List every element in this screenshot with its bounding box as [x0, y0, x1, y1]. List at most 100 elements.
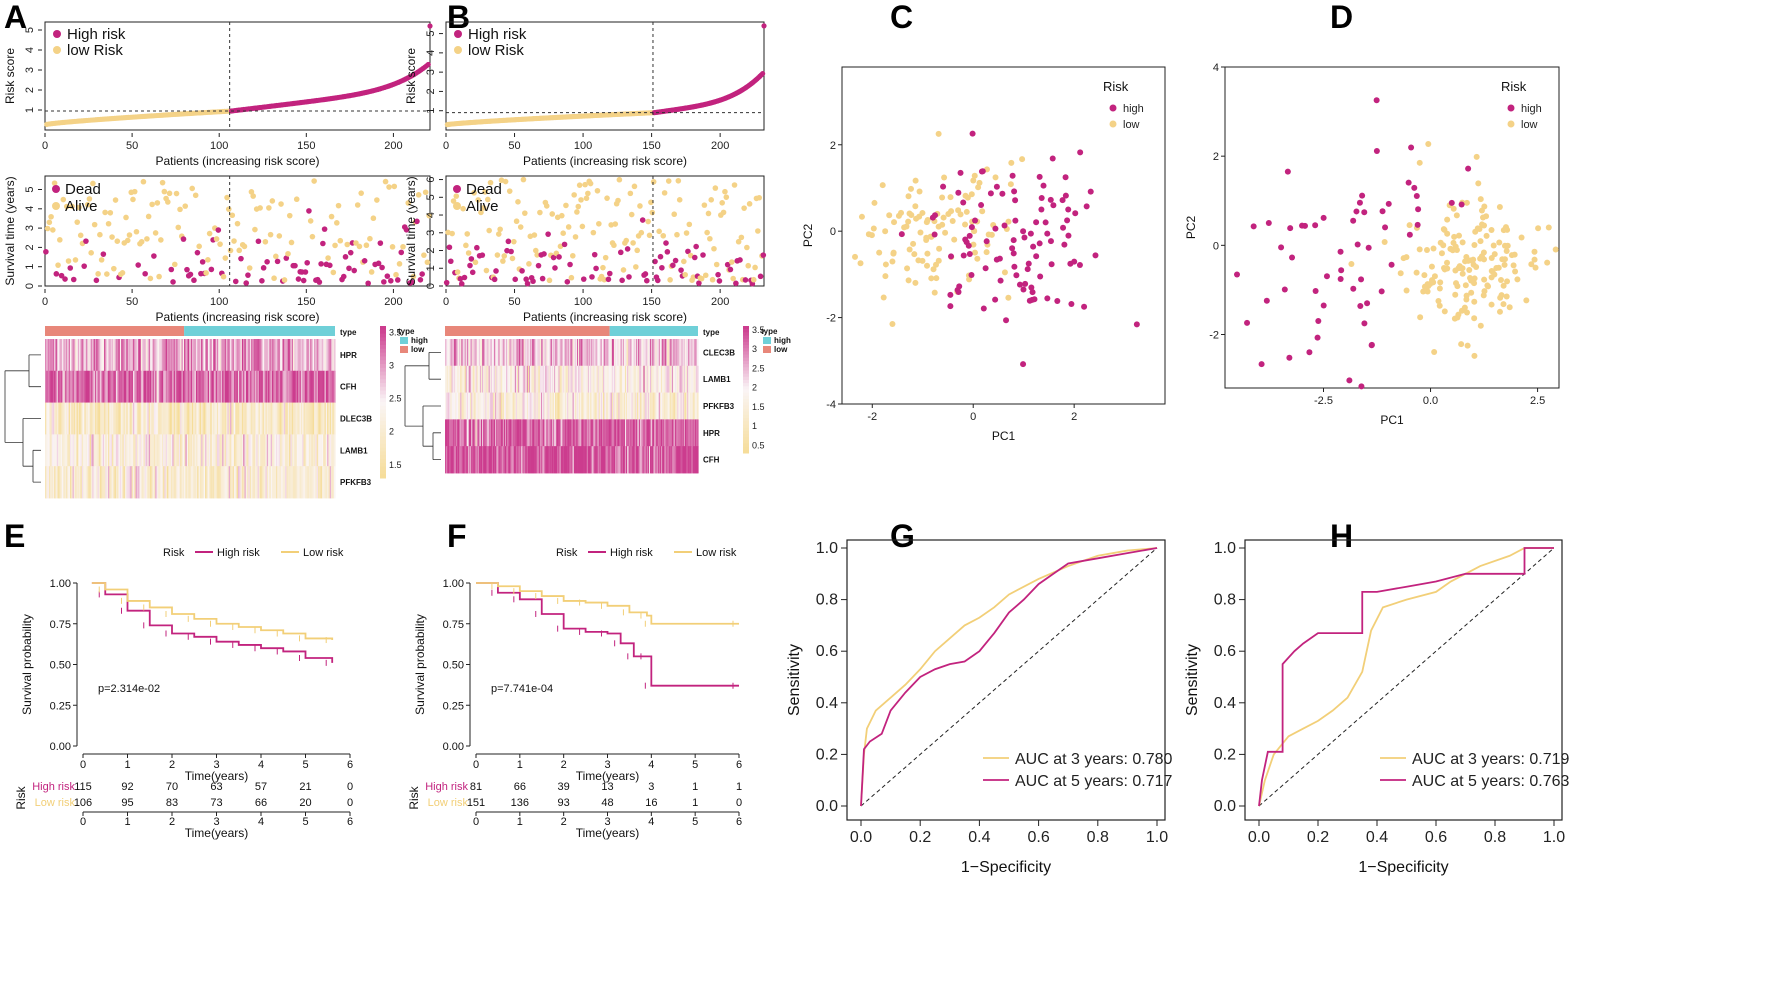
heat-cell [679, 365, 682, 393]
heat-cell [623, 339, 626, 367]
scale-step [743, 405, 749, 410]
alive-point [460, 205, 466, 212]
low-point [889, 321, 896, 328]
heat-cell [142, 339, 145, 372]
low-point [1544, 259, 1551, 266]
heat-cell [648, 446, 651, 474]
heat-cell [498, 339, 501, 367]
heat-cell [559, 392, 562, 420]
heat-cell [190, 402, 193, 435]
heat-cell [59, 466, 62, 499]
heat-cell [651, 365, 653, 393]
heat-cell [510, 419, 513, 447]
high-point [1385, 200, 1392, 207]
alive-point [532, 247, 539, 254]
heat-cell [606, 365, 609, 393]
dead-point [340, 273, 347, 280]
heat-cell [478, 419, 481, 447]
heat-cell [270, 466, 273, 499]
heat-cell [609, 446, 612, 474]
heat-cell [660, 419, 663, 447]
heat-cell [199, 402, 202, 435]
heat-cell [547, 365, 550, 393]
risk-count: 115 [74, 781, 92, 793]
heat-cell [209, 466, 211, 499]
heat-cell [483, 419, 485, 447]
heat-cell [515, 419, 518, 447]
alive-point [513, 218, 520, 225]
heat-cell [475, 392, 478, 420]
heat-cell [177, 339, 180, 372]
x-tick-label: 0 [970, 411, 976, 423]
high-point [1044, 230, 1051, 237]
low-point [941, 174, 948, 181]
heat-cell [593, 446, 596, 474]
heat-cell [256, 370, 259, 403]
scale-step [380, 394, 386, 399]
scale-step [743, 449, 749, 454]
heat-cell [537, 446, 540, 474]
heat-cell [692, 339, 695, 367]
heat-cell [202, 370, 205, 403]
heat-cell [514, 365, 517, 393]
low-point [870, 225, 877, 232]
heat-cell [265, 339, 268, 372]
heat-cell [503, 446, 506, 474]
heat-cell [487, 419, 490, 447]
heat-cell [556, 446, 558, 474]
risk-count: 92 [121, 781, 133, 793]
heat-cell [622, 446, 625, 474]
y-tick-label: 0.75 [50, 619, 71, 631]
heat-cell [656, 446, 659, 474]
heat-cell [227, 339, 230, 372]
high-point [1361, 320, 1368, 327]
scale-step [380, 455, 386, 460]
y-tick-label: 0.50 [50, 660, 71, 672]
high-point [1286, 354, 1293, 361]
heat-cell [233, 434, 236, 467]
heat-cell [47, 339, 50, 372]
alive-point [497, 226, 503, 233]
y-axis-label: Survival time (years) [404, 176, 418, 285]
heat-cell [554, 446, 556, 474]
heat-cell [532, 419, 534, 447]
dead-point [519, 268, 525, 274]
heat-cell [595, 446, 598, 474]
heat-cell [327, 402, 330, 435]
dead-point [727, 266, 734, 273]
heat-cell [647, 392, 650, 420]
heat-cell [654, 339, 657, 367]
alive-point [719, 199, 725, 206]
heat-cell [261, 466, 264, 499]
low-point [1468, 277, 1475, 284]
alive-point [130, 196, 136, 203]
alive-point [158, 237, 164, 243]
scale-step [380, 337, 386, 342]
heat-cell [617, 392, 619, 420]
heat-cell [62, 339, 64, 372]
alive-point [708, 197, 715, 203]
heat-cell [118, 466, 121, 499]
heat-cell [531, 446, 533, 474]
heat-cell [578, 339, 580, 367]
heat-cell [674, 365, 676, 393]
y-tick-label: 0.4 [1214, 695, 1236, 712]
heat-cell [463, 392, 466, 420]
heat-cell [458, 365, 460, 393]
heat-cell [584, 419, 587, 447]
heat-cell [595, 392, 598, 420]
heat-cell [195, 434, 198, 467]
heat-cell [606, 419, 609, 447]
scale-step [743, 341, 749, 346]
heat-cell [302, 466, 305, 499]
heat-cell [681, 446, 684, 474]
y-tick-label: 2 [425, 88, 437, 94]
heat-cell [77, 339, 80, 372]
heat-cell [283, 466, 286, 499]
heat-cell [508, 365, 510, 393]
heat-cell [164, 370, 167, 403]
heat-cell [96, 466, 99, 499]
scale-step [743, 351, 749, 356]
heat-cell [604, 392, 606, 420]
heat-cell [509, 446, 512, 474]
